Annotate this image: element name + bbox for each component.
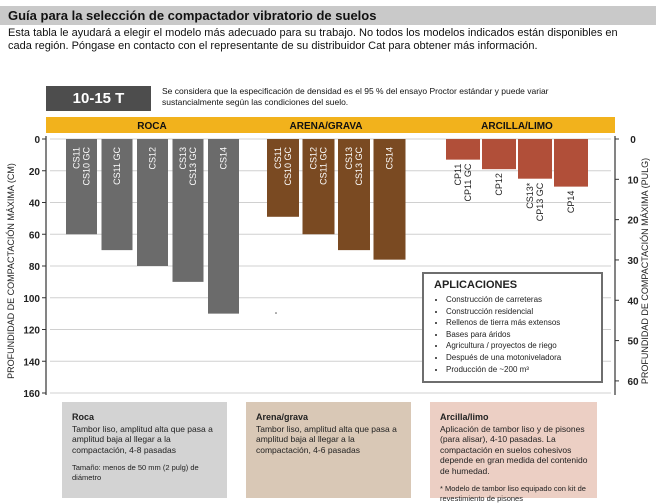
category-header-label: ROCA (137, 121, 166, 132)
bar-label: CP13 GC (535, 182, 545, 221)
category-card-arcilla: Arcilla/limo Aplicación de tambor liso y… (430, 402, 597, 503)
intro-text: Esta tabla le ayudará a elegir el modelo… (8, 27, 618, 52)
bar-label: CS13* (525, 182, 535, 209)
bar-label: CS10 GC (82, 147, 92, 186)
bar-label: CS14 (219, 147, 229, 170)
category-note: Tamaño: menos de 50 mm (2 pulg) de diáme… (72, 463, 199, 482)
bar (446, 139, 480, 160)
application-item: Bases para áridos (446, 329, 595, 341)
category-desc: Aplicación de tambor liso y de pisones (… (440, 423, 588, 476)
bar-label: CP11 (453, 164, 463, 186)
bar-label: CS11 GC (319, 147, 329, 185)
application-item: Rellenos de tierra más extensos (446, 317, 595, 329)
bar-label: CS13 (178, 147, 188, 170)
bar-label: CS10 GC (283, 147, 293, 186)
bar (267, 139, 299, 217)
right-tick-label: 50 (627, 337, 639, 348)
left-tick-label: 0 (34, 135, 40, 146)
applications-title: APLICACIONES (434, 279, 518, 291)
bar (101, 139, 133, 251)
bar (66, 139, 97, 235)
category-header-band (46, 117, 615, 133)
category-header-label: ARCILLA/LIMO (481, 121, 553, 132)
right-tick-label: 40 (627, 296, 639, 307)
bar-label: CS11 (72, 147, 82, 169)
category-card-arena: Arena/grava Tambor liso, amplitud alta q… (246, 402, 411, 498)
bar-label: CS12 (309, 147, 319, 170)
applications-list: Construcción de carreterasConstrucción r… (434, 294, 595, 375)
header-bar (0, 6, 656, 25)
application-item: Producción de ~200 m³ (446, 364, 595, 376)
left-tick-label: 40 (29, 199, 41, 210)
category-name: Roca (72, 412, 95, 422)
category-card-roca: Roca Tambor liso, amplitud alta que pasa… (62, 402, 227, 498)
bar (554, 139, 588, 187)
bar (302, 139, 335, 235)
bar-label: CS13 (344, 147, 354, 170)
application-item: Agricultura / proyectos de riego (446, 340, 595, 352)
left-tick-label: 20 (29, 167, 41, 178)
application-item: Construcción residencial (446, 306, 595, 318)
left-tick-label: 60 (29, 230, 41, 241)
bar (208, 139, 239, 314)
application-item: Después de una motoniveladora (446, 352, 595, 364)
bar-label: CP14 (566, 191, 576, 214)
bar (172, 139, 204, 282)
right-tick-label: 60 (627, 377, 639, 388)
application-item: Construcción de carreteras (446, 294, 595, 306)
right-tick-label: 20 (627, 216, 639, 227)
bar-label: CS13 GC (188, 147, 198, 186)
bar-label: CS11 (273, 147, 283, 169)
bar-label: CS14 (385, 147, 395, 170)
right-tick-label: 10 (627, 175, 639, 186)
bar (518, 139, 552, 179)
category-name: Arena/grava (256, 412, 309, 422)
bar (373, 139, 406, 260)
page-title: Guía para la selección de compactador vi… (8, 8, 377, 23)
right-axis-title: PROFUNDIDAD DE COMPACTACIÓN MÁXIMA (PULG… (640, 158, 650, 384)
bar (482, 139, 516, 170)
left-tick-label: 80 (29, 262, 41, 273)
category-header-label: ARENA/GRAVA (290, 121, 363, 132)
left-axis-title: PROFUNDIDAD DE COMPACTACIÓN MÁXIMA (CM) (6, 163, 16, 379)
applications-box: APLICACIONES Construcción de carreterasC… (422, 272, 603, 383)
bar (338, 139, 370, 251)
bar-label: CP12 (494, 173, 504, 196)
bar-label: CP11 GC (463, 163, 473, 201)
bar-label: CS11 GC (112, 147, 122, 185)
left-tick-label: 160 (23, 389, 40, 400)
left-tick-label: 140 (23, 357, 40, 368)
category-name: Arcilla/limo (440, 412, 489, 422)
bar-label: CS13 GC (354, 147, 364, 186)
bar (137, 139, 168, 266)
bar-label: CS12 (148, 147, 158, 170)
category-note: * Modelo de tambor liso equipado con kit… (440, 484, 586, 503)
density-note: Se considera que la especificación de de… (162, 86, 549, 107)
right-tick-label: 0 (630, 135, 636, 146)
category-desc: Tambor liso, amplitud alta que pasa a am… (72, 423, 213, 455)
chart-dot (275, 312, 277, 314)
right-tick-label: 30 (627, 256, 639, 267)
left-tick-label: 100 (23, 294, 40, 305)
left-tick-label: 120 (23, 326, 40, 337)
category-desc: Tambor liso, amplitud alta que pasa a am… (256, 423, 397, 455)
tonnage-badge: 10-15 T (46, 86, 151, 111)
